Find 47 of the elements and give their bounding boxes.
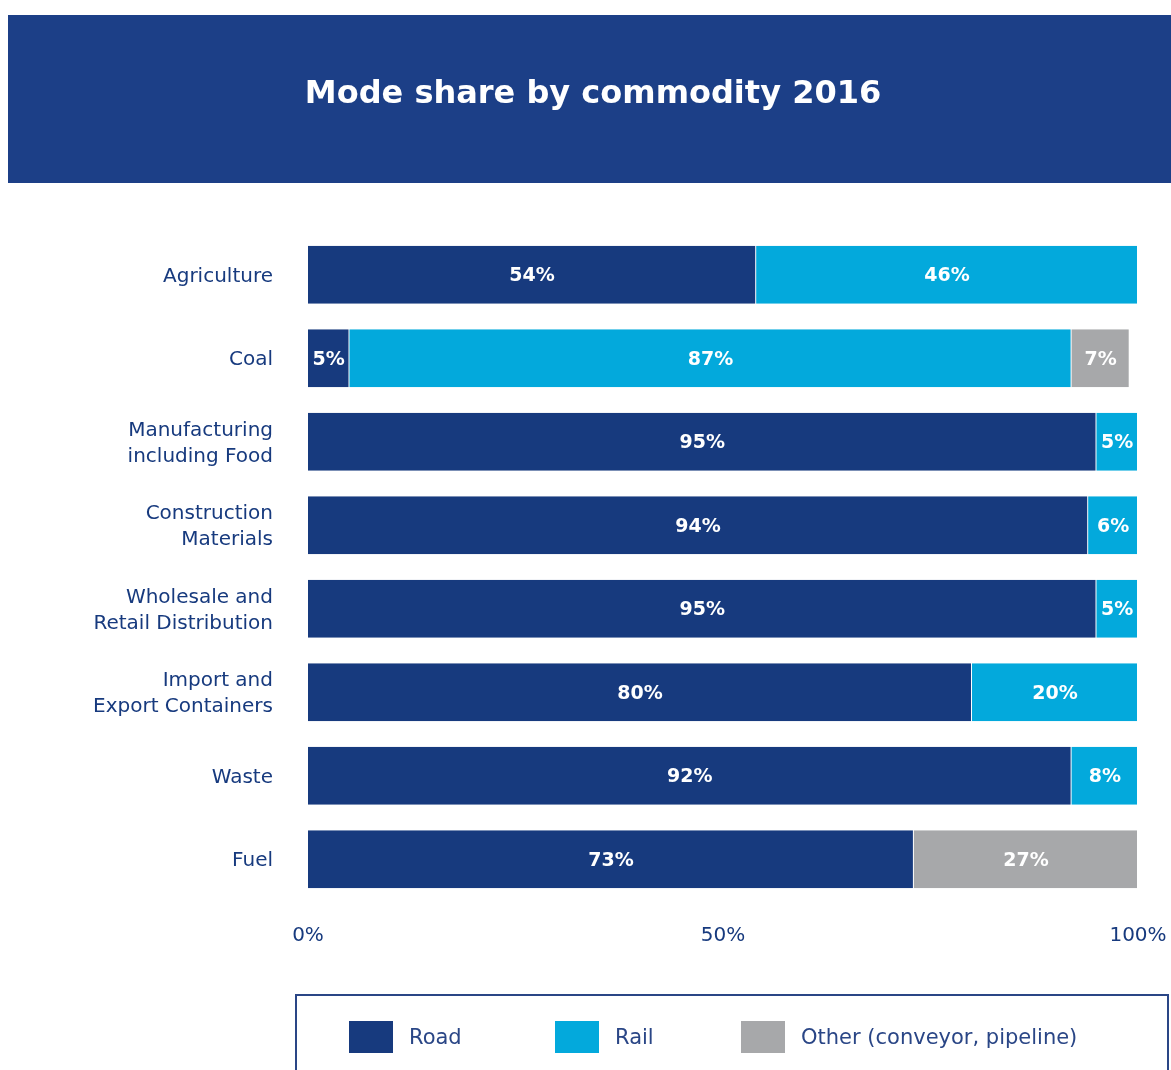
data-label: 92% <box>667 764 713 787</box>
data-label: 95% <box>679 597 725 620</box>
data-label: 6% <box>1096 513 1130 536</box>
data-label: 5% <box>1101 597 1134 620</box>
data-label: 80% <box>617 680 663 703</box>
y-tick-label: Fuel <box>232 847 273 872</box>
y-tick-label: Coal <box>228 346 273 371</box>
legend-label: Road <box>409 1025 462 1050</box>
bar <box>308 329 349 388</box>
bar <box>972 663 1137 722</box>
legend-label: Other (conveyor, pipeline) <box>801 1025 1078 1050</box>
bar <box>1071 746 1137 805</box>
bar <box>756 245 1137 304</box>
x-tick-label: 100% <box>1109 922 1167 946</box>
y-tick-label: Manufacturing including Food <box>127 416 273 467</box>
data-label: 5% <box>312 346 345 369</box>
y-tick-label: Wholesale and Retail Distribution <box>93 583 273 634</box>
data-label: 94% <box>675 513 721 536</box>
x-tick-label: 0% <box>292 922 324 946</box>
bar <box>349 329 1071 388</box>
data-label: 87% <box>687 346 734 369</box>
legend-label: Rail <box>615 1025 654 1050</box>
bar <box>308 830 913 889</box>
y-tick-label: Import and Export Containers <box>93 667 273 718</box>
x-tick-label: 50% <box>700 922 746 946</box>
data-label: 20% <box>1032 680 1078 703</box>
bar <box>308 496 1088 555</box>
chart-title: Mode share by commodity 2016 <box>304 73 882 111</box>
bar <box>1071 329 1129 388</box>
data-label: 46% <box>924 263 970 286</box>
bar <box>308 412 1096 471</box>
bar <box>308 663 971 722</box>
data-label: 8% <box>1088 764 1121 787</box>
y-tick-label: Construction Materials <box>145 500 273 551</box>
data-label: 27% <box>1003 847 1049 870</box>
data-label: 73% <box>588 847 634 870</box>
bar <box>913 830 1137 889</box>
y-tick-label: Waste <box>211 763 273 788</box>
bar <box>308 746 1071 805</box>
bar <box>308 579 1096 638</box>
data-label: 7% <box>1084 346 1117 369</box>
data-label: 95% <box>679 430 725 453</box>
y-tick-label: Agriculture <box>163 262 273 287</box>
bar <box>1088 496 1137 555</box>
bar <box>308 245 756 304</box>
data-label: 5% <box>1101 430 1134 453</box>
data-label: 54% <box>509 263 555 286</box>
